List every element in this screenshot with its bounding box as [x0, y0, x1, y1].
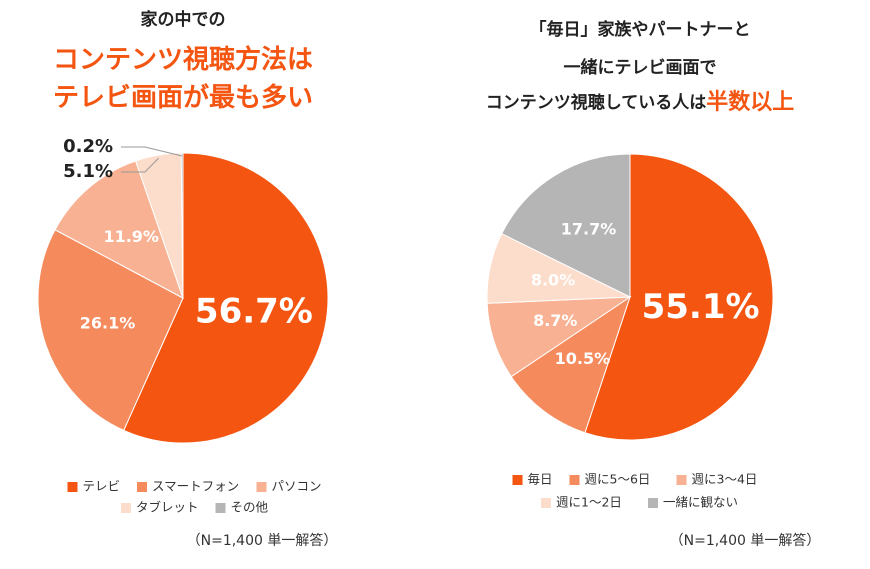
leader-line [121, 146, 183, 157]
title-segment: コンテンツ視聴方法は [53, 44, 313, 75]
title-segment: コンテンツ視聴している人は [486, 92, 707, 113]
title-segment: 家の中での [141, 9, 226, 30]
chart-title: 家の中での [141, 9, 226, 30]
leader-line [121, 157, 159, 173]
legend-swatch [676, 475, 687, 485]
legend-swatch [541, 498, 551, 508]
pie-slice [123, 152, 329, 444]
pie-slice [510, 295, 631, 434]
legend-label: 週に5～6日 [585, 472, 651, 487]
legend-swatch [137, 482, 147, 492]
chart-title: テレビ画面が最も多い [53, 82, 313, 113]
title-segment: 半数以上 [706, 89, 794, 115]
legend-label: テレビ [83, 479, 121, 494]
pie-slice [584, 153, 774, 441]
legend-label: その他 [231, 500, 269, 515]
legend-label: スマートフォン [152, 479, 239, 494]
legend-swatch [648, 498, 658, 508]
pie-slice [37, 229, 184, 432]
legend-swatch [569, 475, 580, 485]
data-label: 26.1% [80, 313, 136, 332]
data-label: 5.1% [63, 161, 113, 182]
legend-label: 毎日 [528, 472, 553, 487]
legend-label: 週に3～4日 [692, 472, 758, 487]
title-segment: 一緒にテレビ画面で [564, 57, 717, 78]
note: （N=1,400 単一解答） [187, 532, 338, 549]
legend-swatch [67, 482, 78, 492]
pie-slice [180, 152, 184, 299]
data-label: 8.7% [533, 311, 577, 330]
legend-label: 週に1～2日 [556, 495, 622, 510]
chart-title: 「毎日」家族やパートナーと [530, 19, 751, 40]
data-label: 55.1% [642, 287, 760, 327]
legend-swatch [121, 503, 131, 513]
data-label: 17.7% [561, 220, 617, 239]
chart-title: 一緒にテレビ画面で [564, 57, 717, 78]
legend-label: パソコン [272, 479, 322, 494]
chart-title: コンテンツ視聴方法は [53, 44, 313, 75]
legend-swatch [215, 503, 226, 513]
legend-swatch [256, 482, 267, 492]
data-label: 56.7% [195, 292, 313, 332]
pie-slice [501, 153, 631, 298]
data-label: 0.2% [63, 136, 113, 157]
legend-label: 一緒に観ない [663, 495, 738, 510]
data-label: 11.9% [103, 227, 159, 246]
data-label: 8.0% [531, 270, 575, 289]
title-segment: テレビ画面が最も多い [53, 82, 313, 113]
chart-title: コンテンツ視聴している人は半数以上 [486, 89, 795, 115]
legend-swatch [512, 475, 523, 485]
legend-label: タブレット [136, 500, 199, 515]
note: （N=1,400 単一解答） [670, 532, 821, 549]
data-label: 10.5% [555, 349, 611, 368]
pie-slice [54, 160, 184, 300]
title-segment: 「毎日」家族やパートナーと [530, 19, 751, 40]
